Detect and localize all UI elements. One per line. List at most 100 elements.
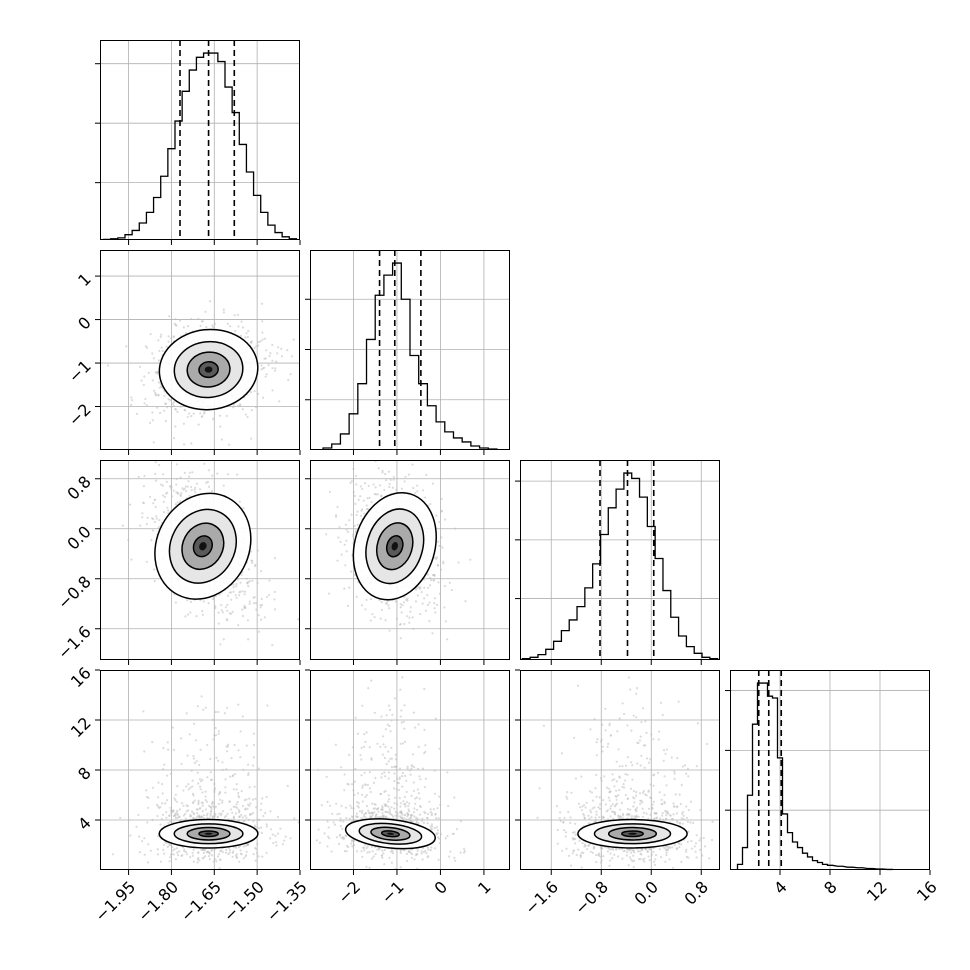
scatter-point	[617, 748, 620, 751]
scatter-point	[423, 728, 426, 732]
scatter-point	[142, 383, 145, 387]
scatter-point	[221, 611, 224, 614]
scatter-point	[405, 818, 408, 821]
scatter-point	[266, 595, 269, 599]
scatter-point	[167, 335, 170, 338]
scatter-point	[232, 788, 235, 791]
scatter-point	[356, 510, 359, 513]
scatter-point	[152, 518, 155, 521]
scatter-point	[190, 769, 193, 772]
scatter-point	[187, 788, 190, 791]
scatter-point	[251, 579, 254, 582]
scatter-point	[381, 471, 384, 474]
scatter-point	[406, 815, 409, 818]
scatter-point	[239, 730, 242, 733]
scatter-point	[175, 800, 178, 803]
scatter-point	[207, 850, 210, 854]
scatter-point	[384, 816, 387, 819]
scatter-point	[366, 497, 369, 500]
scatter-point	[165, 811, 168, 814]
scatter-point	[186, 613, 190, 616]
scatter-point	[172, 853, 175, 856]
scatter-point	[254, 565, 257, 568]
scatter-point	[365, 865, 368, 869]
scatter-point	[202, 814, 205, 817]
scatter-point	[226, 619, 229, 622]
scatter-point	[413, 807, 416, 810]
scatter-point	[237, 325, 240, 328]
scatter-point	[257, 767, 260, 770]
scatter-point	[395, 617, 399, 620]
scatter-point	[246, 415, 249, 419]
scatter-point	[163, 394, 166, 397]
scatter-point	[401, 785, 404, 788]
scatter-point	[411, 616, 414, 619]
scatter-point	[437, 836, 440, 839]
scatter-point	[279, 827, 282, 830]
scatter-point	[260, 831, 263, 835]
scatter-point	[151, 529, 154, 532]
scatter-point	[402, 720, 405, 723]
scatter-point	[409, 610, 412, 613]
scatter-point	[361, 784, 364, 787]
scatter-point	[156, 406, 159, 409]
scatter-point	[172, 437, 176, 440]
scatter-point	[385, 602, 388, 605]
scatter-point	[413, 811, 416, 814]
scatter-point	[169, 399, 172, 402]
scatter-point	[200, 695, 203, 698]
scatter-point	[415, 816, 418, 819]
scatter-point	[414, 802, 417, 805]
scatter-point	[613, 853, 616, 856]
scatter-point	[168, 843, 172, 847]
scatter-point	[265, 373, 268, 376]
scatter-point	[653, 863, 657, 866]
scatter-point	[156, 814, 159, 818]
scatter-point	[171, 810, 174, 814]
scatter-point	[363, 849, 366, 852]
scatter-point	[556, 828, 559, 832]
scatter-point	[157, 381, 160, 384]
scatter-point	[381, 808, 384, 812]
scatter-point	[186, 325, 190, 328]
scatter-point	[325, 533, 328, 536]
scatter-point	[574, 822, 577, 825]
scatter-point	[384, 473, 387, 476]
scatter-point	[388, 856, 391, 859]
scatter-point	[252, 602, 256, 605]
scatter-point	[273, 598, 276, 601]
scatter-point	[173, 814, 177, 817]
scatter-point	[213, 322, 217, 325]
scatter-point	[186, 754, 189, 757]
scatter-point	[170, 487, 173, 490]
scatter-point	[153, 520, 156, 524]
scatter-point	[150, 539, 153, 542]
y-tick-label: 1	[74, 269, 95, 290]
scatter-point	[233, 818, 236, 821]
scatter-point	[172, 489, 175, 492]
scatter-point	[154, 472, 157, 475]
scatter-point	[230, 598, 233, 601]
scatter-point	[424, 744, 427, 747]
scatter-point	[357, 792, 360, 795]
scatter-point	[172, 335, 175, 338]
scatter-point	[245, 577, 248, 580]
scatter-point	[169, 820, 172, 823]
scatter-point	[224, 786, 227, 789]
scatter-point	[168, 860, 171, 863]
scatter-point	[433, 597, 436, 600]
scatter-point	[159, 335, 162, 338]
scatter-point	[430, 579, 433, 582]
scatter-point	[417, 792, 420, 795]
scatter-point	[430, 823, 433, 826]
scatter-point	[440, 536, 443, 539]
scatter-point	[408, 769, 411, 772]
scatter-point	[463, 847, 466, 850]
scatter-point	[252, 853, 255, 856]
scatter-point	[194, 491, 197, 494]
scatter-point	[189, 611, 192, 614]
scatter-point	[226, 473, 229, 476]
scatter-point	[149, 495, 152, 498]
scatter-point	[155, 515, 158, 518]
scatter-point	[229, 808, 232, 811]
